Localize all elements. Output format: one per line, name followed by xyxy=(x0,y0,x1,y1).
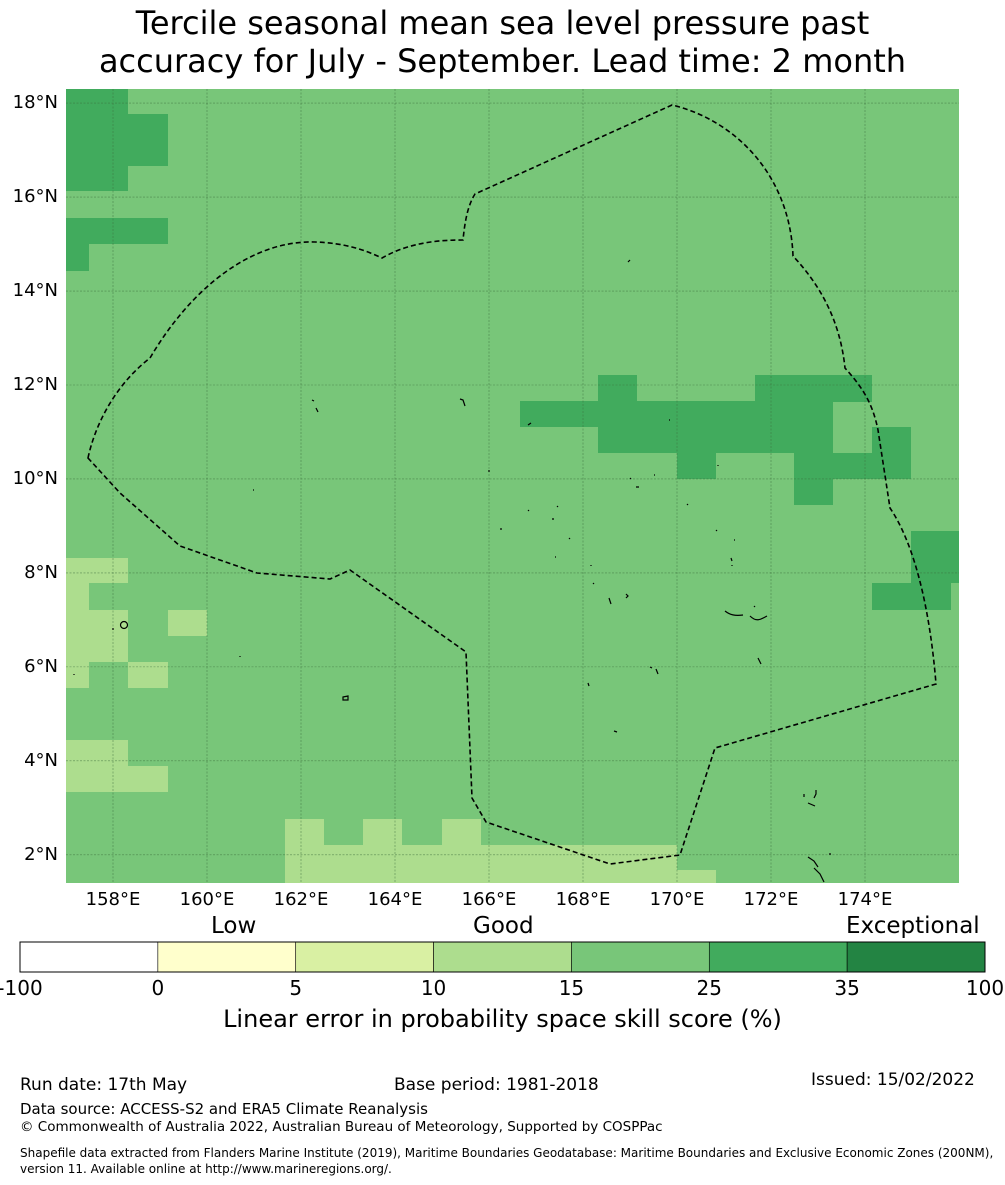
colorbar-tick-label: 10 xyxy=(420,976,447,1000)
lat-tick-label: 18°N xyxy=(12,92,58,114)
lon-tick-label: 172°E xyxy=(743,889,799,910)
colorbar-swatch xyxy=(571,941,710,973)
lon-tick-label: 158°E xyxy=(85,889,141,910)
lat-tick-label: 4°N xyxy=(24,749,58,771)
shapefile-citation-2: version 11. Available online at http://w… xyxy=(20,1162,392,1176)
colorbar-swatch xyxy=(846,941,986,973)
lat-tick-label: 10°N xyxy=(12,467,58,489)
colorbar-tick-label: 35 xyxy=(834,976,860,1000)
lat-tick-label: 16°N xyxy=(12,186,58,208)
lon-tick-label: 174°E xyxy=(837,889,893,910)
run-date: Run date: 17th May xyxy=(20,1075,188,1095)
colorbar-category-low: Low xyxy=(211,913,257,939)
base-period: Base period: 1981-2018 xyxy=(394,1075,599,1095)
lat-tick-label: 14°N xyxy=(12,280,58,302)
title-line-1: Tercile seasonal mean sea level pressure… xyxy=(135,4,870,42)
colorbar-swatch xyxy=(708,941,848,973)
map-panel xyxy=(66,89,959,883)
colorbar-tick-label: 100 xyxy=(965,976,1005,1000)
lat-tick-label: 8°N xyxy=(24,561,58,583)
gridlines xyxy=(66,89,959,883)
colorbar-swatch xyxy=(433,941,572,973)
colorbar-category-exceptional: Exceptional xyxy=(846,913,980,939)
lat-tick-label: 12°N xyxy=(12,373,58,395)
islands xyxy=(73,259,831,883)
colorbar-swatch xyxy=(19,941,159,973)
colorbar-tick-label: 15 xyxy=(558,976,585,1000)
lon-tick-label: 170°E xyxy=(649,889,705,910)
lon-tick-label: 164°E xyxy=(367,889,423,910)
skill-cells-high xyxy=(66,89,959,610)
shapefile-citation-1: Shapefile data extracted from Flanders M… xyxy=(20,1146,994,1160)
lon-tick-label: 168°E xyxy=(555,889,611,910)
skill-cells-low xyxy=(66,558,716,883)
colorbar-frame xyxy=(19,941,986,973)
lon-tick-label: 162°E xyxy=(273,889,329,910)
colorbar-tick-label: 5 xyxy=(289,976,303,1000)
lon-tick-label: 160°E xyxy=(179,889,235,910)
eez-boundary xyxy=(87,104,937,865)
map-title: Tercile seasonal mean sea level pressure… xyxy=(0,4,1005,80)
lat-tick-label: 2°N xyxy=(24,843,58,865)
colorbar-swatches xyxy=(19,941,986,973)
colorbar-category-good: Good xyxy=(473,913,534,939)
colorbar-tick-label: 0 xyxy=(151,976,165,1000)
colorbar-tick-label: -100 xyxy=(0,976,43,1000)
colorbar xyxy=(19,941,986,973)
lon-tick-label: 166°E xyxy=(461,889,517,910)
colorbar-label: Linear error in probability space skill … xyxy=(223,1005,782,1033)
colorbar-tick-label: 25 xyxy=(696,976,723,1000)
issued-date: Issued: 15/02/2022 xyxy=(811,1070,975,1090)
lat-tick-label: 6°N xyxy=(24,655,58,677)
title-line-2: accuracy for July - September. Lead time… xyxy=(98,42,907,80)
copyright: © Commonwealth of Australia 2022, Austra… xyxy=(20,1119,663,1135)
colorbar-swatch xyxy=(157,941,297,973)
colorbar-swatch xyxy=(295,941,434,973)
data-source: Data source: ACCESS-S2 and ERA5 Climate … xyxy=(20,1100,428,1118)
